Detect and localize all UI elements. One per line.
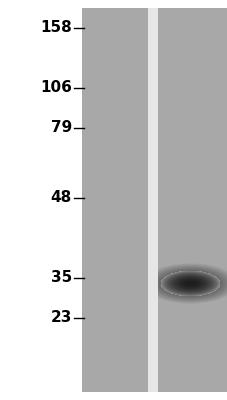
Text: 158: 158 xyxy=(40,20,72,36)
Text: 35: 35 xyxy=(51,270,72,286)
Text: 106: 106 xyxy=(40,80,72,96)
Text: 23: 23 xyxy=(50,310,72,326)
Text: 48: 48 xyxy=(51,190,72,206)
Text: 79: 79 xyxy=(51,120,72,136)
